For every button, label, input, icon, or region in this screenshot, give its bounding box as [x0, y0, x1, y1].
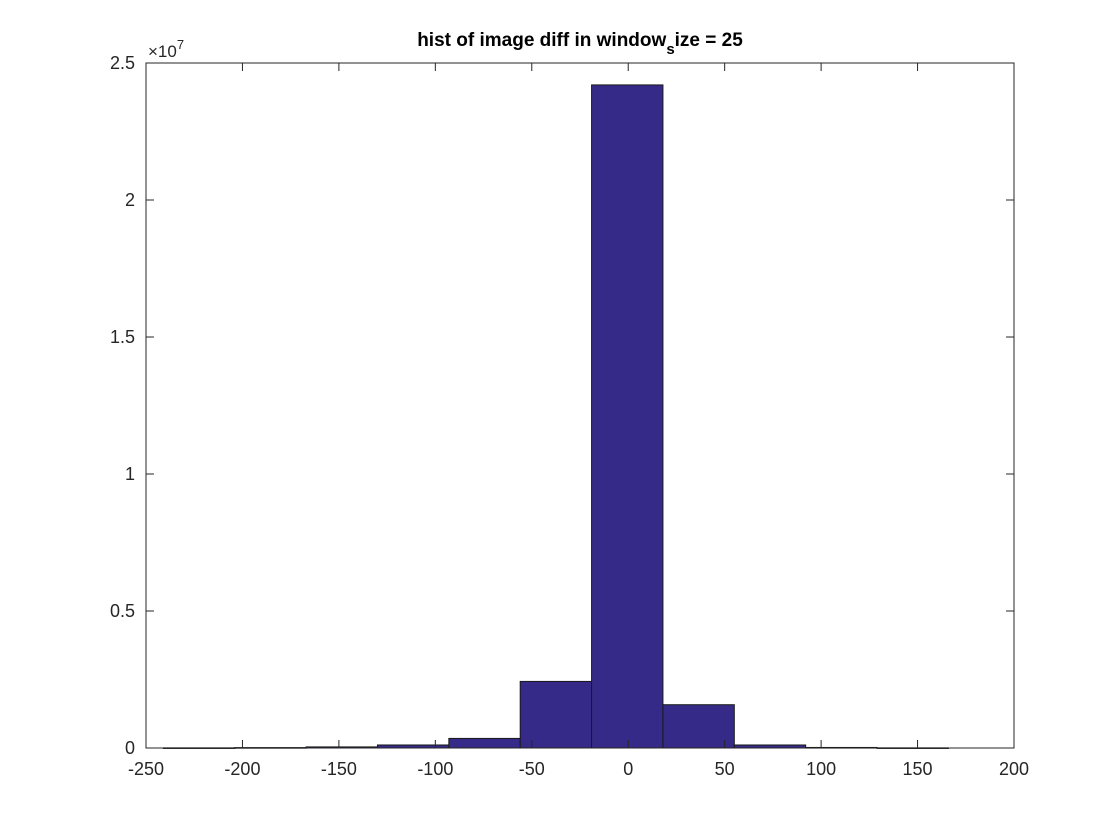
x-tick-label: 100 [806, 759, 836, 779]
y-tick-label: 2 [125, 190, 135, 210]
chart-title-after: ize = 25 [675, 30, 744, 51]
x-tick-label: -200 [224, 759, 260, 779]
histogram-bar [448, 737, 521, 749]
y-tick-label: 0.5 [110, 601, 135, 621]
y-exponent: ×107 [148, 37, 184, 61]
x-tick-label: 150 [903, 759, 933, 779]
chart-title-subscript: s [666, 41, 674, 58]
x-tick-label: 200 [999, 759, 1029, 779]
histogram-bar [519, 680, 593, 749]
x-tick-label: -50 [519, 759, 545, 779]
labels-layer: -250 -200 -150 -100 -50 0 50 100 150 200 0 0.5 1 1.5 2… [110, 53, 1029, 779]
chart-title: hist of image diff in windowsize = 25 [417, 30, 743, 58]
x-tick-label: -150 [321, 759, 357, 779]
x-tick-label: 0 [623, 759, 633, 779]
y-tick-label: 2.5 [110, 53, 135, 73]
y-tick-label: 1 [125, 464, 135, 484]
x-tick-label: -100 [417, 759, 453, 779]
x-tick-label: 50 [715, 759, 735, 779]
chart-title-main: hist of image diff in window [417, 30, 666, 51]
bars-layer [162, 84, 949, 749]
y-exponent-base: ×10 [148, 42, 177, 61]
y-tick-label: 1.5 [110, 327, 135, 347]
axes-box [145, 62, 1015, 749]
ticks-layer [145, 62, 1015, 749]
y-tick-label: 0 [125, 738, 135, 758]
histogram-bar [662, 704, 735, 749]
histogram-bar [591, 84, 664, 749]
x-tick-label: -250 [128, 759, 164, 779]
y-exponent-power: 7 [177, 37, 184, 52]
